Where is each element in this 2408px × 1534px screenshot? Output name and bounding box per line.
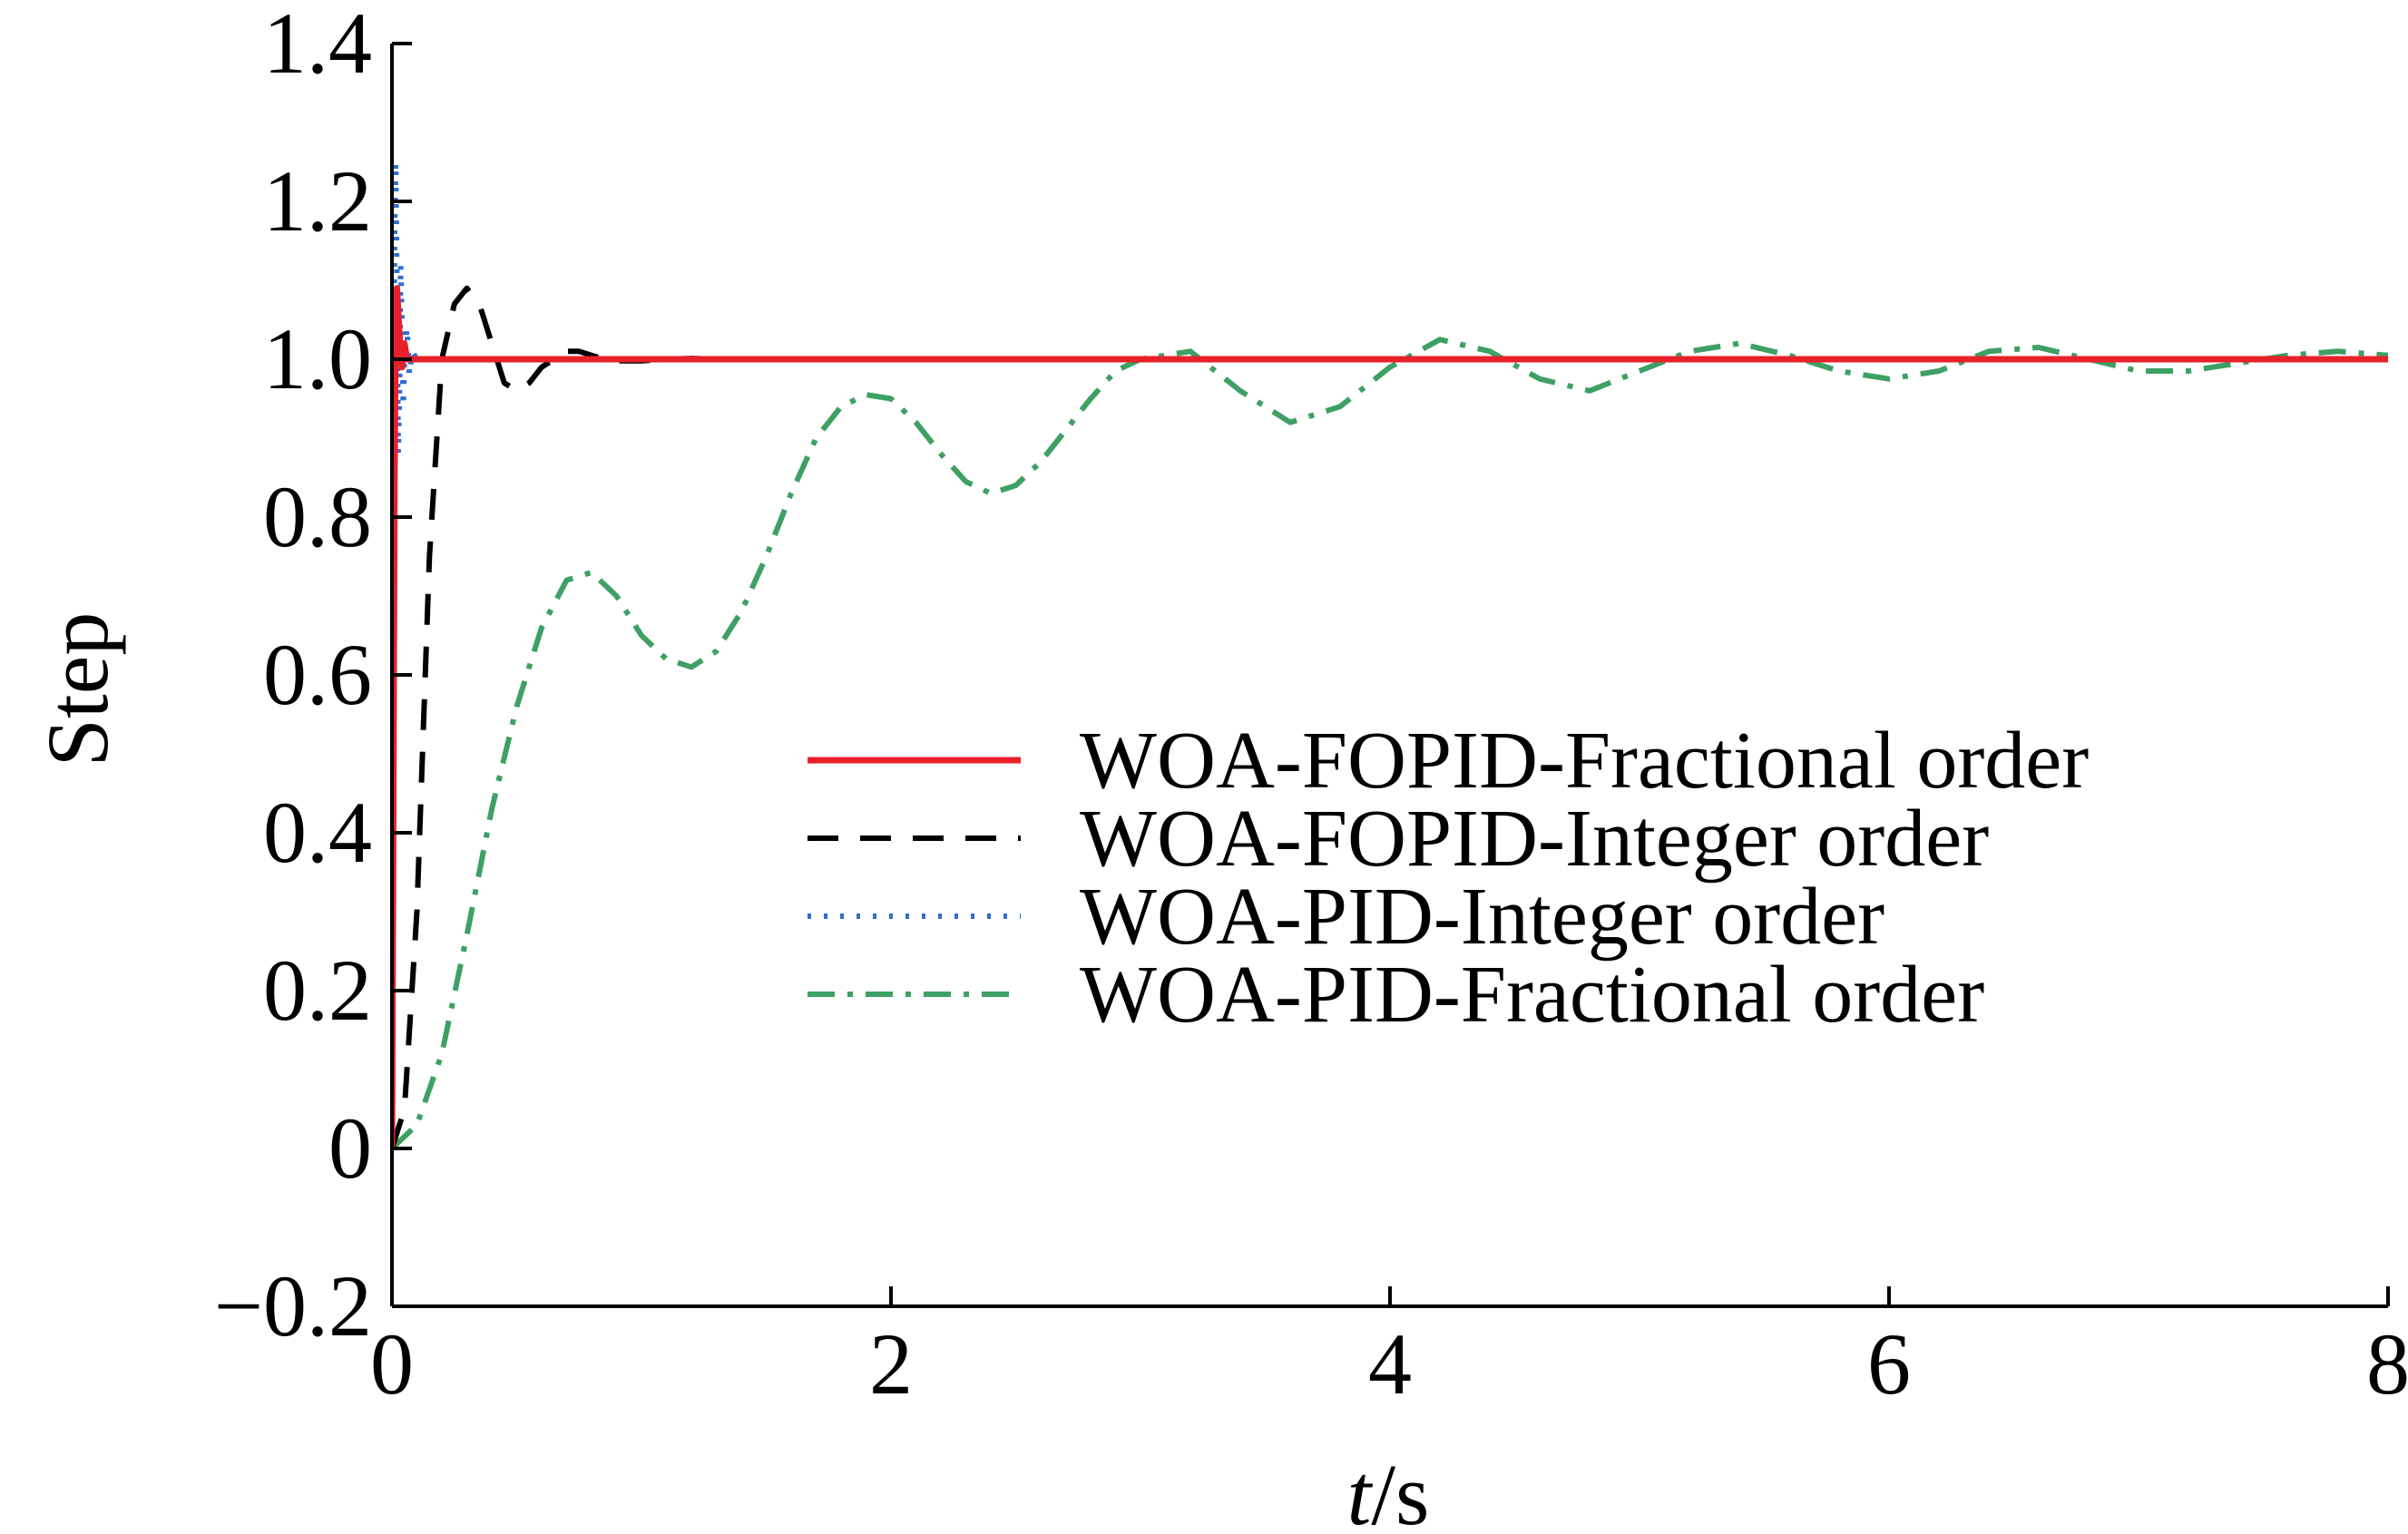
x-tick-label: 2 bbox=[869, 1315, 913, 1412]
series-line-2 bbox=[392, 285, 2388, 1149]
legend-label: WOA-FOPID-Fractional order bbox=[1080, 716, 2089, 806]
x-tick-label: 6 bbox=[1867, 1315, 1911, 1412]
y-tick-label: 0 bbox=[328, 1099, 372, 1197]
series-line-3 bbox=[392, 159, 2388, 1149]
x-tick-label: 8 bbox=[2366, 1315, 2408, 1412]
plot-area bbox=[392, 159, 2389, 1151]
x-axis-title: t/s bbox=[1347, 1446, 1430, 1534]
axes bbox=[390, 44, 2388, 1308]
series-line-1 bbox=[392, 285, 2388, 1149]
y-tick-label: 1.4 bbox=[263, 0, 372, 92]
x-axis-title-unit: /s bbox=[1371, 1446, 1429, 1534]
y-axis-title: Step bbox=[29, 612, 126, 767]
y-tick-label: 1.2 bbox=[263, 152, 372, 249]
y-tick-label: 0.6 bbox=[263, 626, 372, 723]
legend-label: WOA-FOPID-Integer order bbox=[1080, 794, 1989, 884]
x-axis-title-var: t bbox=[1347, 1446, 1374, 1534]
y-tick-label: 1.0 bbox=[263, 310, 372, 407]
y-tick-label: 0.8 bbox=[263, 468, 372, 565]
legend-label: WOA-PID-Fractional order bbox=[1080, 950, 1984, 1040]
y-tick-label: 0.4 bbox=[263, 784, 372, 881]
x-tick-label: 4 bbox=[1368, 1315, 1412, 1412]
y-ticks: −0.2 0 0.2 0.4 0.6 0.8 1.0 1.2 1.4 bbox=[214, 0, 412, 1354]
y-tick-label: 0.2 bbox=[263, 942, 372, 1039]
series-line-4 bbox=[392, 337, 2389, 1151]
legend: WOA-FOPID-Fractional orderWOA-FOPID-Inte… bbox=[808, 716, 2089, 1040]
x-tick-label: 0 bbox=[370, 1315, 414, 1412]
x-ticks: 0 2 4 6 8 bbox=[370, 1286, 2408, 1412]
y-tick-label: −0.2 bbox=[214, 1257, 372, 1354]
legend-label: WOA-PID-Integer order bbox=[1080, 872, 1884, 962]
